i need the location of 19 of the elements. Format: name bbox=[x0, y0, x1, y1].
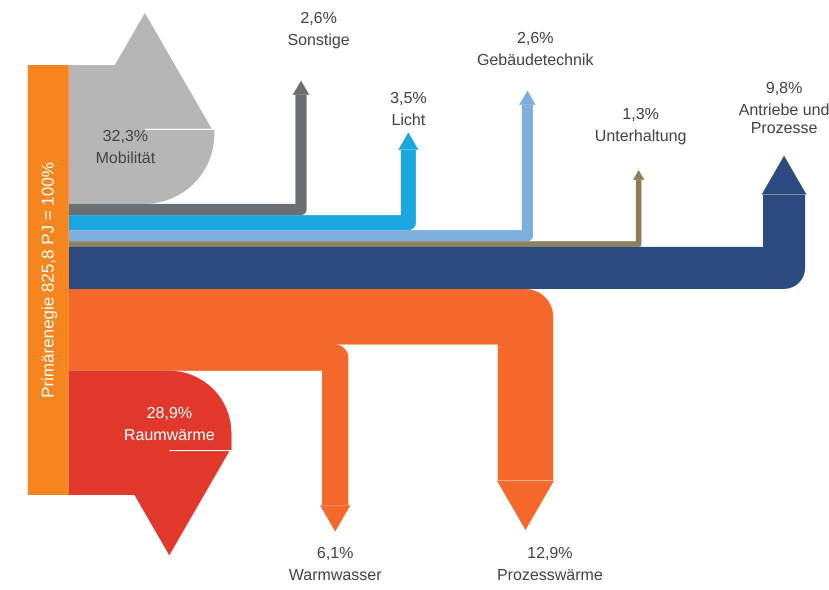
category-label: Warmwasser bbox=[288, 567, 382, 584]
category-label: Antriebe und Prozesse bbox=[738, 102, 829, 137]
data-label: 2,6% bbox=[300, 10, 337, 27]
data-label: 2,6% bbox=[516, 30, 554, 47]
category-label: Prozesswärme bbox=[496, 567, 603, 584]
data-label: 32,3% bbox=[102, 128, 148, 145]
data-label: 1,3% bbox=[622, 106, 659, 123]
category-label: Gebäudetechnik bbox=[476, 52, 594, 69]
data-label: 12,9% bbox=[527, 545, 573, 562]
text: Primärenegie 825,8 PJ = 100% bbox=[38, 162, 58, 398]
category-label: Raumwärme bbox=[124, 427, 215, 444]
data-label: 28,9% bbox=[146, 405, 192, 422]
category-label: Licht bbox=[391, 112, 426, 129]
category-label: Unterhaltung bbox=[594, 128, 686, 145]
category-label: Sonstige bbox=[287, 32, 350, 49]
category-label: Mobilität bbox=[96, 150, 156, 167]
data-label: 3,5% bbox=[390, 90, 427, 107]
data-label: 9,8% bbox=[766, 80, 802, 97]
data-label: 6,1% bbox=[316, 545, 354, 562]
